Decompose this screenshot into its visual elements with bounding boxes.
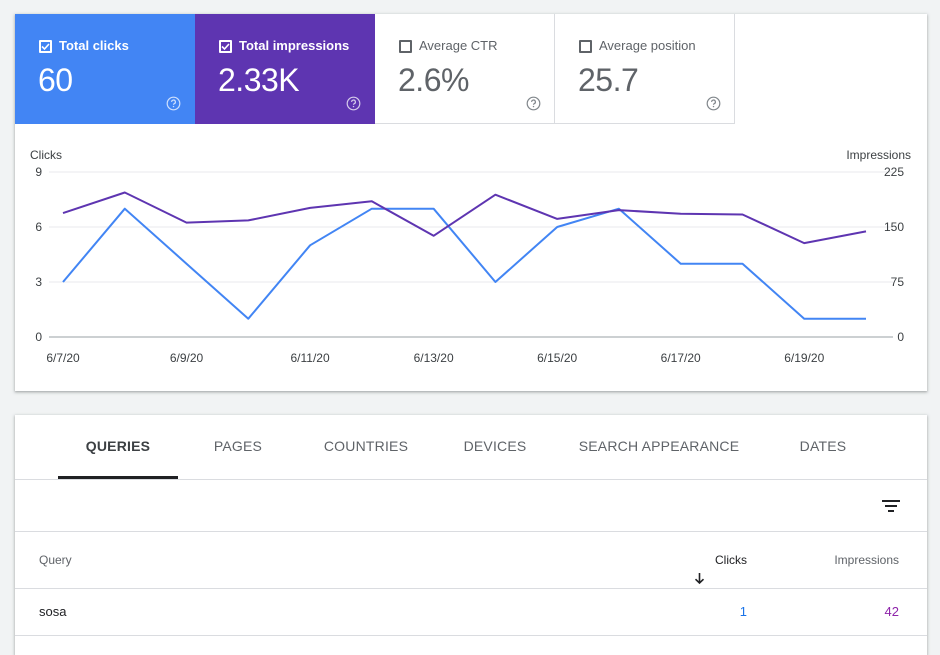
x-tick-label: 6/17/20	[661, 351, 701, 365]
checkbox-icon	[39, 40, 52, 53]
tab-queries[interactable]: QUERIES	[85, 438, 151, 454]
metric-label: Total clicks	[59, 38, 129, 53]
left-tick-label: 3	[35, 275, 42, 289]
performance-chart: 0 3 6 9 0 75 150 225 6/7/20 6/9/20 6/11/20 6/13/20 6…	[35, 165, 905, 365]
x-tick-label: 6/15/20	[537, 351, 577, 365]
filter-bar	[15, 480, 927, 532]
left-tick-label: 0	[35, 330, 42, 344]
series-line-impressions	[62, 191, 867, 245]
tab-search-appearance[interactable]: SEARCH APPEARANCE	[578, 438, 740, 454]
x-tick-label: 6/7/20	[46, 351, 80, 365]
performance-card: Total clicks 60 Total impressions 2.33K …	[15, 14, 927, 391]
arrow-down-icon	[693, 553, 706, 609]
left-tick-label: 9	[35, 165, 42, 179]
tab-pages[interactable]: PAGES	[213, 438, 263, 454]
left-axis-title: Clicks	[30, 148, 62, 162]
table-header: Query Clicks Impressions	[15, 532, 927, 589]
column-header-query[interactable]: Query	[39, 553, 72, 567]
help-circle-icon[interactable]	[706, 96, 721, 116]
metric-label: Average CTR	[419, 38, 498, 53]
right-tick-label: 225	[884, 165, 904, 179]
column-header-clicks-label: Clicks	[715, 553, 747, 567]
series-line-clicks	[62, 207, 866, 320]
filter-icon[interactable]	[879, 494, 903, 518]
metric-label: Total impressions	[239, 38, 350, 53]
checkbox-icon	[579, 40, 592, 53]
metric-total-impressions[interactable]: Total impressions 2.33K	[195, 14, 375, 124]
x-tick-label: 6/13/20	[414, 351, 454, 365]
right-tick-label: 0	[897, 330, 904, 344]
left-tick-label: 6	[35, 220, 42, 234]
x-tick-label: 6/19/20	[784, 351, 824, 365]
checkbox-icon	[399, 40, 412, 53]
column-header-impressions[interactable]: Impressions	[834, 553, 899, 567]
metric-total-clicks[interactable]: Total clicks 60	[15, 14, 195, 124]
metric-cards: Total clicks 60 Total impressions 2.33K …	[15, 14, 735, 124]
metric-average-position[interactable]: Average position 25.7	[555, 14, 735, 124]
metric-average-ctr[interactable]: Average CTR 2.6%	[375, 14, 555, 124]
metric-value: 2.33K	[218, 62, 300, 98]
tab-dates[interactable]: DATES	[799, 438, 847, 454]
active-tab-indicator	[58, 476, 178, 479]
checkbox-icon	[219, 40, 232, 53]
x-tick-label: 6/11/20	[290, 351, 329, 365]
right-tick-label: 75	[891, 275, 905, 289]
table-row[interactable]: sosa 1 42	[15, 589, 927, 636]
tab-countries[interactable]: COUNTRIES	[323, 438, 409, 454]
report-tabs: QUERIES PAGES COUNTRIES DEVICES SEARCH A…	[15, 415, 927, 480]
help-circle-icon[interactable]	[166, 96, 181, 116]
cell-query: sosa	[39, 604, 67, 619]
report-table-card: QUERIES PAGES COUNTRIES DEVICES SEARCH A…	[15, 415, 927, 655]
metric-value: 60	[38, 62, 73, 98]
help-circle-icon[interactable]	[526, 96, 541, 116]
metric-label: Average position	[599, 38, 696, 53]
tab-devices[interactable]: DEVICES	[463, 438, 527, 454]
metric-value: 25.7	[578, 62, 639, 98]
right-axis-title: Impressions	[846, 148, 911, 162]
cell-clicks: 1	[739, 604, 747, 619]
help-circle-icon[interactable]	[346, 96, 361, 116]
right-tick-label: 150	[884, 220, 904, 234]
x-tick-label: 6/9/20	[170, 351, 204, 365]
metric-value: 2.6%	[398, 62, 469, 98]
cell-impressions: 42	[884, 604, 899, 619]
